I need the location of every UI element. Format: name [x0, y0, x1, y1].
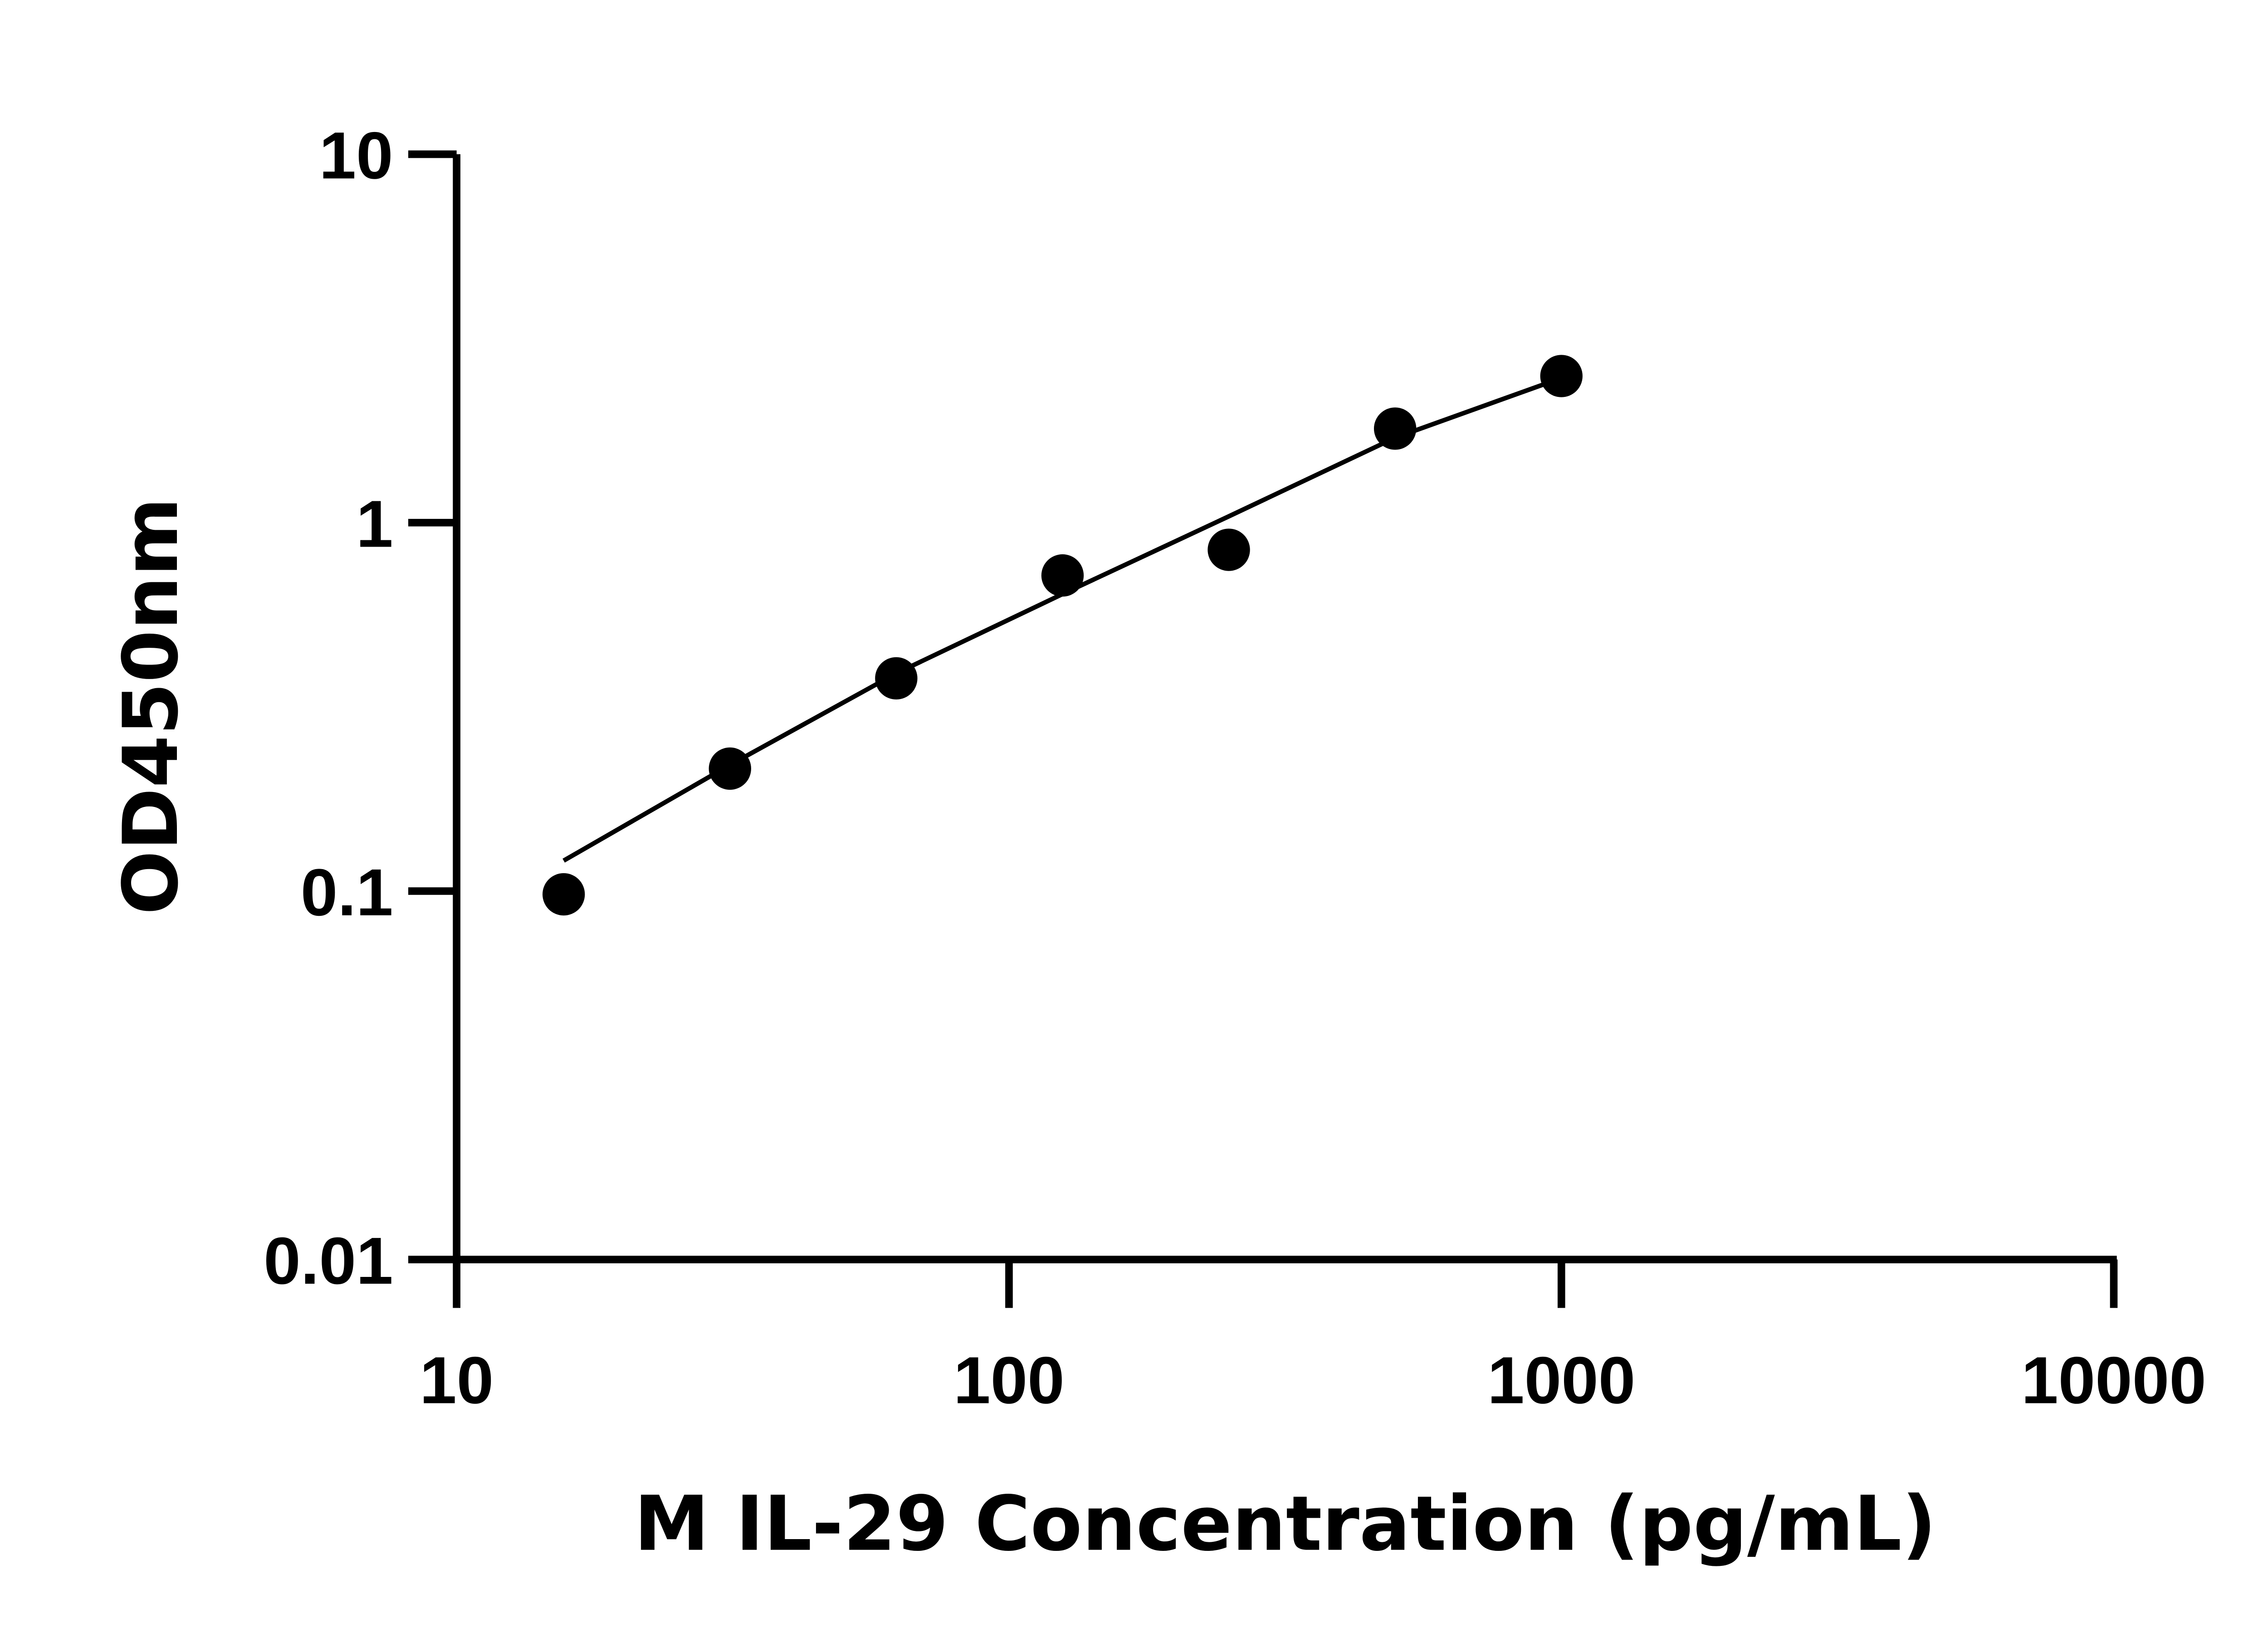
y-axis-title: OD450nm — [107, 498, 195, 915]
data-points — [543, 355, 1583, 916]
y-tick-label: 10 — [319, 118, 393, 193]
y-tick-label: 0.01 — [264, 1224, 393, 1298]
fit-curve-group — [562, 376, 1563, 863]
fit-curve — [562, 376, 1563, 863]
data-point — [709, 747, 751, 790]
data-point — [543, 873, 585, 916]
data-point — [1207, 528, 1250, 571]
data-point — [1540, 355, 1583, 397]
data-point — [1374, 407, 1417, 450]
y-tick-label: 1 — [356, 487, 393, 562]
axes: 10 100 1000 10000 0.01 0.1 1 10 — [264, 118, 2206, 1418]
x-tick-label: 10000 — [2021, 1343, 2206, 1418]
x-axis-title: M IL-29 Concentration (pg/mL) — [634, 1480, 1936, 1568]
data-point — [1041, 554, 1084, 597]
data-point — [875, 657, 918, 700]
y-tick-label: 0.1 — [301, 856, 393, 930]
x-tick-label: 100 — [953, 1343, 1065, 1418]
x-tick-label: 1000 — [1487, 1343, 1635, 1418]
x-tick-label: 10 — [420, 1343, 494, 1418]
